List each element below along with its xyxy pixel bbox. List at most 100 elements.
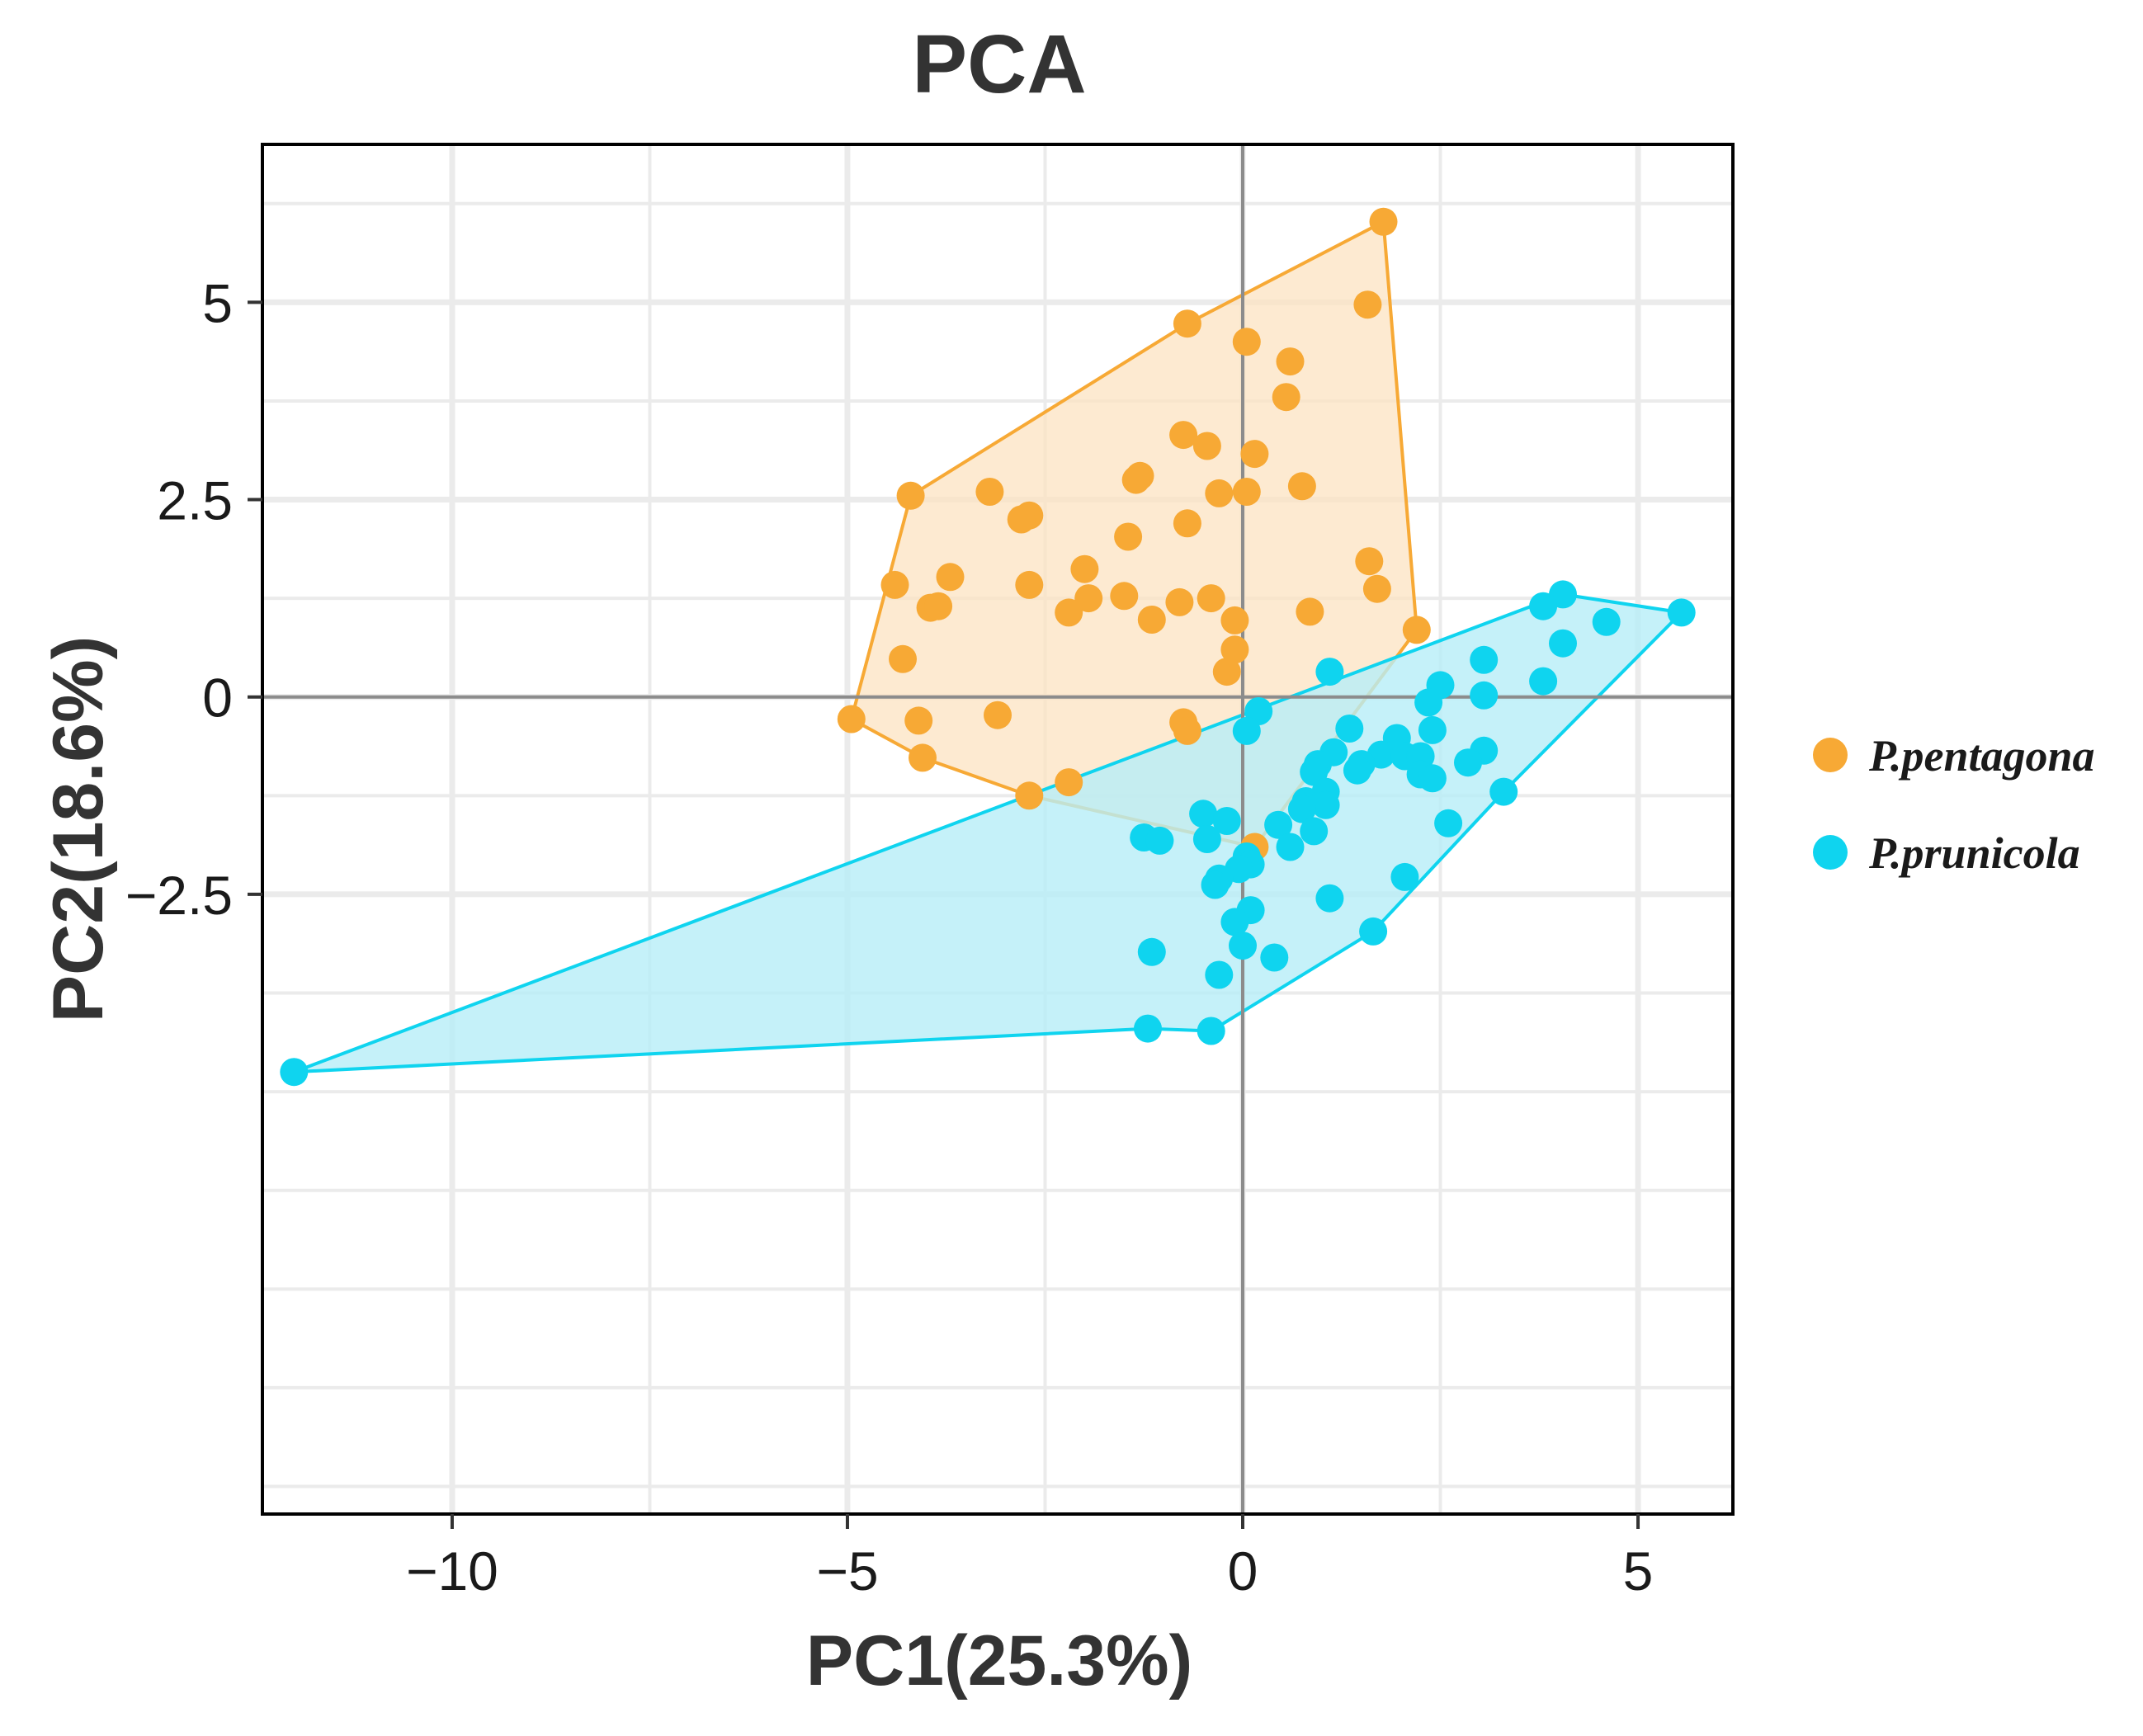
y-tick-label: 0 xyxy=(202,668,233,729)
point-p-prunicola xyxy=(1220,908,1249,936)
point-p-pentagona xyxy=(1296,597,1324,626)
point-p-pentagona xyxy=(1137,606,1166,634)
point-p-prunicola xyxy=(1592,607,1621,636)
y-axis-title: PC2(18.6%) xyxy=(39,636,118,1022)
point-p-pentagona xyxy=(1362,574,1391,603)
point-p-prunicola xyxy=(1205,960,1234,989)
point-p-pentagona xyxy=(1232,328,1261,356)
point-p-pentagona xyxy=(837,705,866,734)
y-tick-label: 5 xyxy=(202,272,233,333)
point-p-prunicola xyxy=(1343,756,1371,785)
point-p-pentagona xyxy=(1169,421,1198,450)
point-p-prunicola xyxy=(1229,932,1257,960)
plot-border xyxy=(261,143,1735,1516)
point-p-pentagona xyxy=(1015,570,1044,599)
point-p-prunicola xyxy=(1470,645,1499,674)
point-p-prunicola xyxy=(1359,917,1388,946)
point-p-pentagona xyxy=(904,706,933,735)
point-p-prunicola xyxy=(1529,667,1558,696)
x-tick-label: 0 xyxy=(1228,1540,1258,1602)
point-p-pentagona xyxy=(896,481,925,510)
point-p-prunicola xyxy=(1529,592,1558,620)
point-p-pentagona xyxy=(1074,584,1103,613)
point-p-prunicola xyxy=(1549,629,1577,658)
point-p-prunicola xyxy=(1287,795,1316,823)
point-p-pentagona xyxy=(1197,584,1225,613)
hull-p-prunicola xyxy=(292,592,1683,1074)
point-p-prunicola xyxy=(1667,598,1696,627)
point-p-prunicola xyxy=(1454,748,1482,777)
chart-title: PCA xyxy=(912,18,1086,111)
point-p-prunicola xyxy=(280,1058,309,1087)
point-p-prunicola xyxy=(1260,943,1289,972)
y-tick-label: −2.5 xyxy=(125,865,233,926)
point-p-prunicola xyxy=(1137,937,1166,966)
point-p-pentagona xyxy=(880,570,909,599)
point-p-prunicola xyxy=(1418,715,1447,744)
point-p-pentagona xyxy=(1165,587,1194,616)
point-p-prunicola xyxy=(1264,810,1293,839)
point-p-pentagona xyxy=(1173,309,1201,338)
point-p-pentagona xyxy=(1355,547,1384,576)
point-p-pentagona xyxy=(1110,582,1139,611)
point-p-prunicola xyxy=(1414,688,1443,717)
point-p-pentagona xyxy=(1402,616,1431,644)
x-axis-title: PC1(25.3%) xyxy=(806,1621,1192,1701)
point-p-pentagona xyxy=(1055,768,1083,797)
point-p-pentagona xyxy=(984,701,1012,729)
point-p-prunicola xyxy=(1192,825,1221,853)
x-tick-label: −10 xyxy=(406,1540,498,1602)
point-p-prunicola xyxy=(1212,807,1241,835)
point-p-pentagona xyxy=(1114,522,1143,551)
legend: P.pentagona P.prunicola xyxy=(1813,731,2095,878)
point-p-pentagona xyxy=(1121,465,1150,494)
point-p-pentagona xyxy=(936,563,965,592)
point-p-pentagona xyxy=(924,592,953,620)
point-p-prunicola xyxy=(1145,826,1174,855)
point-p-prunicola xyxy=(1311,790,1340,819)
point-p-pentagona xyxy=(1232,478,1261,506)
point-p-pentagona xyxy=(1007,505,1036,534)
x-axis-ticks: −10 −5 0 5 xyxy=(406,1514,1653,1602)
point-p-pentagona xyxy=(1276,347,1305,376)
point-p-pentagona xyxy=(1353,290,1382,319)
point-p-pentagona xyxy=(1212,658,1241,686)
plot-area xyxy=(261,143,1735,1516)
legend-marker xyxy=(1813,835,1848,870)
point-p-prunicola xyxy=(1434,809,1463,837)
y-tick-label: 2.5 xyxy=(157,470,233,531)
point-p-pentagona xyxy=(1287,472,1316,501)
point-p-pentagona xyxy=(1369,207,1398,236)
point-p-pentagona xyxy=(909,743,937,772)
point-p-prunicola xyxy=(1315,658,1344,686)
point-p-prunicola xyxy=(1197,1017,1225,1045)
y-axis-ticks: 5 2.5 0 −2.5 xyxy=(125,272,262,926)
legend-label: P.prunicola xyxy=(1868,828,2080,878)
point-p-prunicola xyxy=(1390,862,1419,891)
point-p-prunicola xyxy=(1315,884,1344,913)
legend-marker xyxy=(1813,738,1848,772)
point-p-prunicola xyxy=(1335,715,1364,743)
point-p-pentagona xyxy=(1220,635,1249,664)
point-p-pentagona xyxy=(1173,716,1201,745)
point-p-pentagona xyxy=(1070,554,1099,583)
data-points xyxy=(280,207,1696,1087)
point-p-pentagona xyxy=(1192,432,1221,460)
point-p-pentagona xyxy=(1173,509,1201,538)
point-p-prunicola xyxy=(1470,681,1499,710)
point-p-pentagona xyxy=(1015,781,1044,810)
point-p-pentagona xyxy=(1205,479,1234,507)
point-p-pentagona xyxy=(1240,440,1269,469)
point-p-pentagona xyxy=(1055,598,1083,627)
point-p-prunicola xyxy=(1300,817,1329,846)
point-p-pentagona xyxy=(975,478,1004,506)
point-p-prunicola xyxy=(1276,833,1305,861)
point-p-prunicola xyxy=(1189,800,1218,828)
point-p-pentagona xyxy=(889,644,917,673)
point-p-prunicola xyxy=(1232,716,1261,745)
x-tick-label: −5 xyxy=(816,1540,878,1602)
x-tick-label: 5 xyxy=(1623,1540,1654,1602)
point-p-pentagona xyxy=(1272,383,1300,412)
point-p-prunicola xyxy=(1418,764,1447,793)
